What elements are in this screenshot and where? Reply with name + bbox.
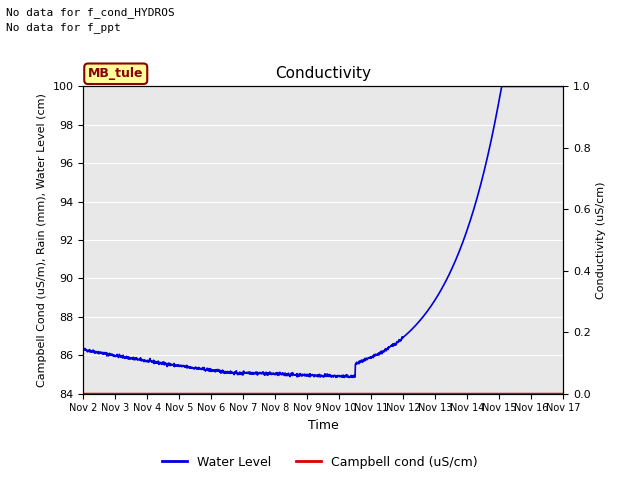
Y-axis label: Campbell Cond (uS/m), Rain (mm), Water Level (cm): Campbell Cond (uS/m), Rain (mm), Water L… [37,93,47,387]
X-axis label: Time: Time [308,419,339,432]
Text: No data for f_cond_HYDROS: No data for f_cond_HYDROS [6,7,175,18]
Title: Conductivity: Conductivity [275,66,371,81]
Legend: Water Level, Campbell cond (uS/cm): Water Level, Campbell cond (uS/cm) [157,451,483,474]
Text: MB_tule: MB_tule [88,67,143,80]
Y-axis label: Conductivity (uS/cm): Conductivity (uS/cm) [596,181,606,299]
Text: No data for f_ppt: No data for f_ppt [6,22,121,33]
